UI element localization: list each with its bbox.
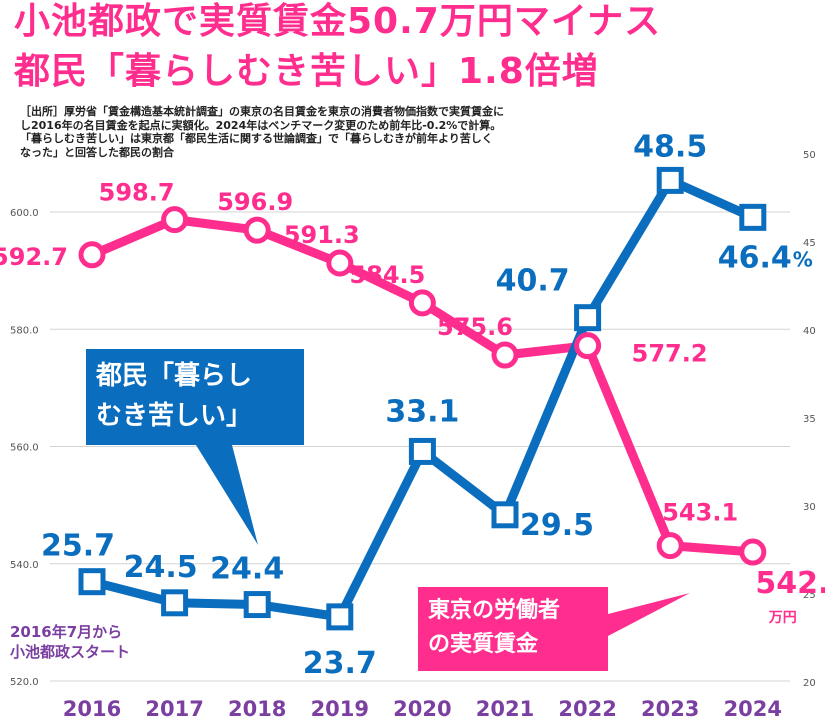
hardship-label: 25.7 [41, 529, 115, 564]
headline-line-2: 都民「暮らしむき苦しい」1.8倍増 [14, 51, 599, 92]
x-tick-label: 2024 [724, 697, 782, 721]
right-tick-label: 25 [803, 590, 816, 601]
start-note-line: 小池都政スタート [10, 643, 131, 661]
hardship-point [408, 437, 436, 465]
left-tick-label: 560.0 [10, 443, 39, 454]
left-axis-ticks: 520.0 540.0 560.0 580.0 600.0 [10, 208, 39, 688]
source-note-line: し2016年の名目賃金を起点に実額化。2024年はベンチマーク変更のため前年比-… [20, 118, 502, 132]
percent-unit: % [793, 247, 813, 271]
real-wage-label: 577.2 [632, 340, 708, 368]
hardship-point [326, 603, 354, 631]
real-wage-point [491, 341, 519, 369]
left-tick-label: 600.0 [10, 208, 39, 219]
hardship-point [161, 589, 189, 617]
right-tick-label: 50 [803, 150, 816, 161]
source-note-line: ［出所］厚労省「賃金構造基本統計調査」の東京の名目賃金を東京の消費者物価指数で実… [20, 105, 504, 118]
source-note-line: なった」と回答した都民の割合 [20, 145, 174, 159]
hardship-label: 33.1 [385, 394, 459, 429]
pink-callout-label: 東京の労働者 の実質賃金 [428, 594, 560, 662]
start-note: 2016年7月から 小池都政スタート [10, 622, 130, 662]
hardship-point [739, 203, 767, 231]
real-wage-point [656, 532, 684, 560]
real-wage-point [739, 538, 767, 566]
pink-callout-line: の実質賃金 [428, 632, 539, 657]
hardship-point [574, 304, 602, 332]
hardship-point [656, 166, 684, 194]
right-tick-label: 40 [803, 326, 816, 337]
hardship-label: 24.5 [124, 550, 198, 585]
hardship-label: 46.4 [718, 240, 792, 275]
real-wage-label: 596.9 [217, 188, 293, 216]
real-wage-point [78, 241, 106, 269]
data-labels: 592.7 598.7 596.9 591.3 584.5 575.6 577.2 543.1… [0, 129, 825, 680]
grid-lines [50, 211, 790, 682]
pink-callout-box [418, 587, 690, 671]
right-tick-label: 20 [803, 678, 816, 689]
real-wage-point [574, 332, 602, 360]
hardship-label: 29.5 [520, 508, 594, 543]
x-tick-label: 2019 [311, 697, 369, 721]
hardship-point [491, 501, 519, 529]
real-wage-label: 591.3 [284, 221, 360, 249]
real-wage-label: 575.6 [437, 313, 513, 341]
man-yen-unit: 万円 [768, 610, 797, 626]
x-axis-ticks: 2016 2017 2018 2019 2020 2021 2022 2023 2024 [63, 697, 782, 721]
x-tick-label: 2023 [641, 697, 699, 721]
real-wage-label: 542.0 [755, 566, 825, 601]
source-note: ［出所］厚労省「賃金構造基本統計調査」の東京の名目賃金を東京の消費者物価指数で実… [20, 105, 640, 159]
hardship-label: 48.5 [633, 129, 707, 164]
hardship-point [243, 591, 271, 619]
start-note-line: 2016年7月から [10, 623, 123, 641]
blue-callout-box [86, 349, 304, 545]
x-tick-label: 2022 [558, 697, 616, 721]
real-wage-label: 592.7 [0, 243, 68, 271]
real-wage-label: 543.1 [662, 499, 738, 527]
source-note-line: 「暮らしむき苦しい」は東京都「都民生活に関する世論調査」で「暮らしむきが前年より… [20, 132, 493, 145]
blue-callout-line: むき苦しい」 [96, 401, 253, 431]
x-tick-label: 2017 [145, 697, 203, 721]
x-tick-label: 2021 [476, 697, 534, 721]
blue-callout-line: 都民「暮らし [96, 361, 253, 391]
hardship-label: 23.7 [303, 646, 377, 681]
headline-line-1: 小池都政で実質賃金50.7万円マイナス [14, 1, 662, 42]
real-wage-point [243, 216, 271, 244]
right-tick-label: 30 [803, 502, 816, 513]
right-tick-label: 35 [803, 414, 816, 425]
right-axis-ticks: 20 25 30 35 40 45 50 [803, 150, 816, 689]
right-tick-label: 45 [803, 238, 816, 249]
real-wage-label: 584.5 [349, 261, 425, 289]
hardship-label: 40.7 [496, 264, 570, 299]
real-wage-point [161, 206, 189, 234]
real-wage-point [326, 249, 354, 277]
x-tick-label: 2016 [63, 697, 121, 721]
hardship-label: 24.4 [210, 552, 284, 587]
pink-callout-line: 東京の労働者 [428, 598, 561, 623]
left-tick-label: 520.0 [10, 677, 39, 688]
x-tick-label: 2018 [228, 697, 286, 721]
blue-callout-label: 都民「暮らし むき苦しい」 [96, 356, 252, 436]
left-tick-label: 540.0 [10, 560, 39, 571]
left-tick-label: 580.0 [10, 325, 39, 336]
hardship-point [78, 568, 106, 596]
series-points [78, 166, 767, 631]
real-wage-label: 598.7 [99, 179, 175, 207]
real-wage-point [408, 289, 436, 317]
x-tick-label: 2020 [393, 697, 451, 721]
